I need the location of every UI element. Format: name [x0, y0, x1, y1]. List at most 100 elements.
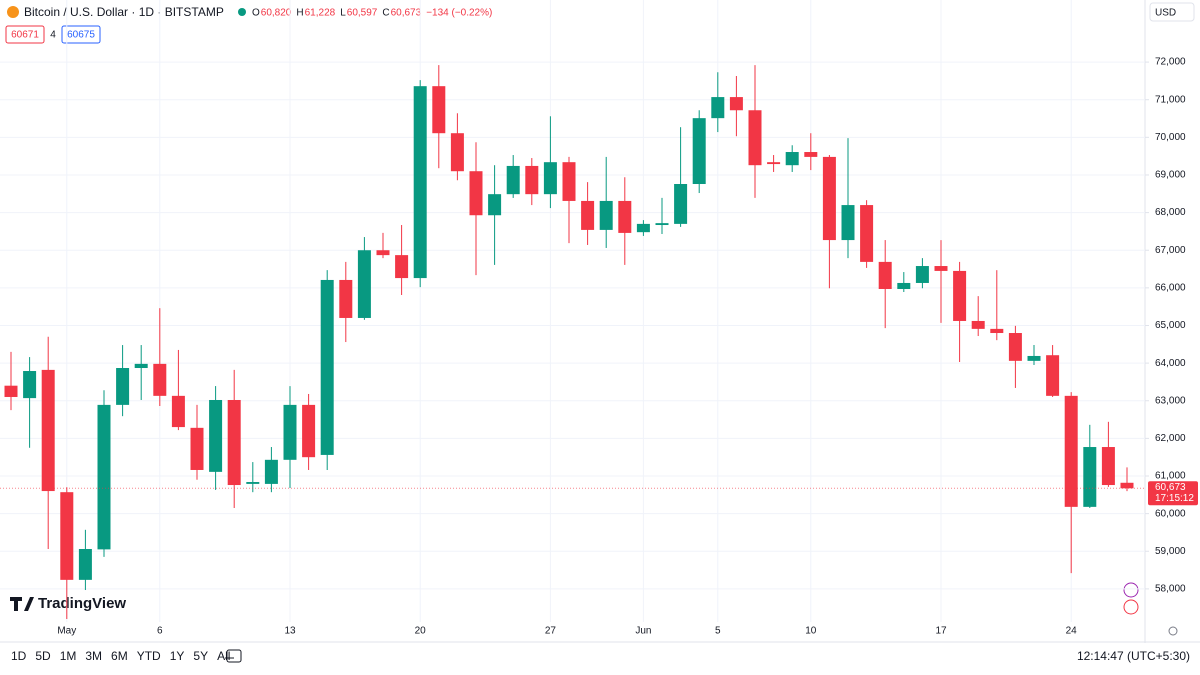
countdown: 17:15:12	[1155, 493, 1194, 504]
candle-body	[134, 363, 148, 369]
candle-body	[320, 279, 334, 455]
range-button[interactable]: YTD	[137, 649, 161, 663]
y-tick-label: 71,000	[1155, 94, 1186, 105]
candle-body	[785, 152, 799, 166]
ohlc-value: 60,820	[261, 8, 292, 19]
candle-body	[227, 399, 241, 486]
range-button[interactable]: All	[217, 649, 230, 663]
candle-body	[41, 369, 55, 492]
candle-body	[636, 223, 650, 233]
candle-body	[525, 165, 539, 195]
calendar-icon[interactable]	[226, 649, 242, 663]
y-tick-label: 64,000	[1155, 358, 1186, 369]
y-tick-label: 60,000	[1155, 508, 1186, 519]
ask-price: 60675	[67, 30, 95, 41]
x-tick-label: 24	[1066, 626, 1078, 637]
candle-body	[23, 371, 37, 399]
coin-icon	[7, 6, 19, 18]
candle-body	[97, 404, 111, 550]
candle-body	[767, 162, 781, 165]
range-button[interactable]: 5D	[35, 649, 51, 663]
candle-body	[246, 482, 260, 484]
ohlc-change: −134 (−0.22%)	[426, 8, 492, 19]
candle-body	[302, 404, 316, 458]
ohlc-value: 61,228	[305, 8, 336, 19]
candle-body	[4, 385, 18, 397]
ohlc-value: 60,597	[347, 8, 378, 19]
y-tick-label: 58,000	[1155, 584, 1186, 595]
candle-body	[413, 86, 427, 279]
candle-body	[860, 205, 874, 262]
candle-body	[655, 223, 669, 226]
candle-body	[264, 459, 278, 484]
ohlc-key: L	[340, 8, 346, 19]
candle-body	[488, 194, 502, 216]
candle-body	[171, 395, 185, 428]
status-dot	[238, 8, 246, 16]
range-button[interactable]: 1Y	[170, 649, 185, 663]
candle-body	[599, 200, 613, 230]
symbol-title: Bitcoin / U.S. Dollar · 1D · BITSTAMP	[24, 5, 224, 19]
candle-body	[692, 118, 706, 185]
candle-body	[395, 255, 409, 279]
spread: 4	[50, 30, 56, 41]
candle-body	[915, 266, 929, 283]
y-tick-label: 72,000	[1155, 57, 1186, 68]
candle-body	[729, 97, 743, 111]
y-tick-label: 62,000	[1155, 433, 1186, 444]
candle-body	[804, 152, 818, 157]
range-button[interactable]: 6M	[111, 649, 128, 663]
logo-icon	[10, 597, 34, 611]
candle-body	[190, 427, 204, 470]
candle-body	[116, 368, 130, 405]
candle-body	[1101, 447, 1115, 486]
clock: 12:14:47 (UTC+5:30)	[1077, 649, 1190, 663]
bid-box[interactable]	[5, 25, 45, 44]
candle-body	[748, 110, 762, 166]
candle-body	[841, 205, 855, 241]
range-button[interactable]: 1D	[11, 649, 27, 663]
event-icon[interactable]	[1123, 582, 1139, 598]
candle-body	[1027, 355, 1041, 361]
y-tick-label: 70,000	[1155, 132, 1186, 143]
candle-body	[897, 282, 911, 289]
y-tick-label: 65,000	[1155, 320, 1186, 331]
x-tick-label: 13	[284, 626, 296, 637]
candle-body	[339, 279, 353, 318]
candle-body	[209, 399, 223, 472]
ohlc-value: 60,673	[391, 8, 422, 19]
candle-body	[469, 171, 483, 216]
candle-body	[878, 261, 892, 289]
x-tick-label: 17	[935, 626, 947, 637]
candle-body	[543, 162, 557, 195]
candle-body	[1120, 482, 1134, 489]
event-icon[interactable]	[1123, 599, 1139, 615]
range-button[interactable]: 5Y	[193, 649, 208, 663]
candle-body	[153, 363, 167, 396]
ohlc-key: H	[296, 8, 303, 19]
candle-body	[1008, 333, 1022, 361]
candle-body	[562, 162, 576, 201]
y-tick-label: 66,000	[1155, 282, 1186, 293]
ask-box[interactable]	[61, 25, 101, 44]
ohlc-key: O	[252, 8, 260, 19]
x-tick-label: 27	[545, 626, 557, 637]
x-tick-label: 5	[715, 626, 721, 637]
y-tick-label: 61,000	[1155, 471, 1186, 482]
candle-body	[953, 270, 967, 321]
range-button[interactable]: 1M	[60, 649, 77, 663]
candle-body	[990, 328, 1004, 334]
range-button[interactable]: 3M	[85, 649, 102, 663]
logo-text: TradingView	[38, 595, 126, 612]
currency-button[interactable]	[1149, 2, 1195, 22]
y-tick-label: 67,000	[1155, 245, 1186, 256]
candle-body	[450, 133, 464, 172]
last-price-box	[1148, 481, 1198, 506]
x-tick-label: Jun	[635, 626, 651, 637]
candle-body	[432, 86, 446, 134]
last-price-label: 60,673	[1155, 482, 1186, 493]
candle-body	[357, 250, 371, 318]
settings-icon[interactable]	[1168, 626, 1178, 636]
